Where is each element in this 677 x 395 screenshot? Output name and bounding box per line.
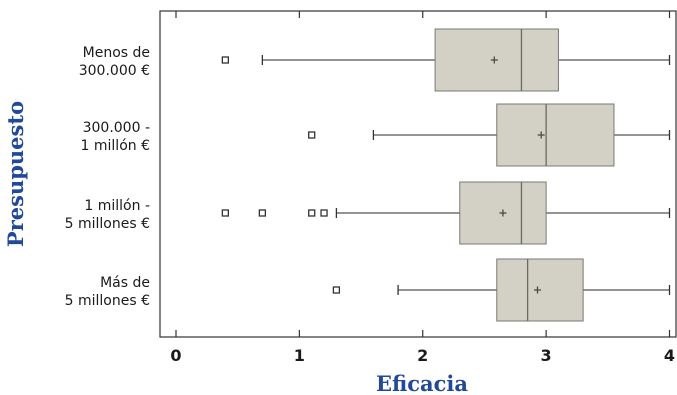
category-label-line: 1 millón - bbox=[84, 198, 150, 214]
x-tick-label: 1 bbox=[294, 346, 305, 365]
category-label-line: 1 millón € bbox=[81, 138, 150, 154]
outlier-point bbox=[320, 209, 328, 217]
outlier-point bbox=[332, 286, 341, 294]
category-labels-layer: Menos de 300.000 € 300.000 - 1 millón € 1 mi… bbox=[65, 45, 150, 309]
plot-frame bbox=[159, 10, 677, 338]
y-axis-title: Presupuesto bbox=[3, 101, 28, 247]
box-group-2 bbox=[308, 103, 671, 167]
outlier-point bbox=[308, 131, 316, 139]
category-label: Menos de 300.000 € bbox=[79, 45, 150, 79]
x-tick-label: 0 bbox=[170, 346, 181, 365]
box-group-4 bbox=[332, 258, 671, 322]
outlier-point bbox=[221, 56, 230, 64]
outlier-point bbox=[308, 209, 316, 217]
category-label-line: 300.000 - bbox=[83, 120, 150, 136]
category-label: 300.000 - 1 millón € bbox=[81, 120, 150, 154]
boxes-layer bbox=[221, 28, 671, 322]
x-tick-label: 2 bbox=[417, 346, 428, 365]
x-ticks-layer: 0 1 2 3 4 bbox=[170, 11, 675, 365]
outlier-point bbox=[258, 209, 267, 217]
category-label: Más de 5 millones € bbox=[65, 275, 150, 309]
box-group-1 bbox=[221, 28, 671, 92]
outlier-point bbox=[221, 209, 230, 217]
category-label-line: Menos de bbox=[83, 45, 150, 61]
iqr-box bbox=[496, 103, 615, 167]
category-label-line: 5 millones € bbox=[65, 216, 150, 232]
x-tick-label: 4 bbox=[664, 346, 675, 365]
category-label-line: Más de bbox=[100, 275, 150, 291]
category-label-line: 300.000 € bbox=[79, 63, 150, 79]
box-group-3 bbox=[221, 181, 671, 245]
category-label-line: 5 millones € bbox=[65, 293, 150, 309]
x-tick-label: 3 bbox=[541, 346, 552, 365]
x-axis-title: Eficacia bbox=[376, 371, 468, 395]
category-label: 1 millón - 5 millones € bbox=[65, 198, 150, 232]
